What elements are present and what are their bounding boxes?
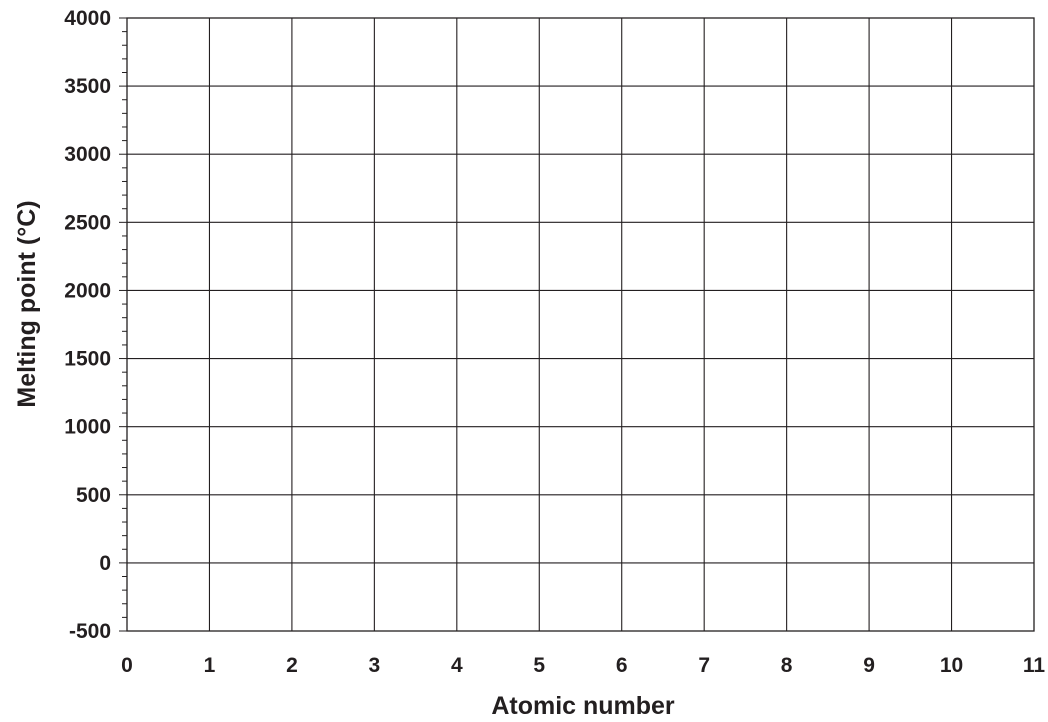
x-axis-title: Atomic number (491, 692, 675, 720)
y-tick-label: 0 (99, 552, 111, 575)
x-tick-label: 8 (781, 654, 793, 677)
x-tick-label: 6 (616, 654, 628, 677)
grid (127, 18, 1034, 631)
x-tick-label: 2 (286, 654, 298, 677)
x-tick-label: 11 (1023, 654, 1046, 677)
x-tick-label: 3 (369, 654, 381, 677)
y-tick-label: 2000 (64, 279, 111, 302)
y-minor-ticks (119, 17, 127, 632)
y-tick-label: -500 (69, 620, 111, 643)
x-tick-label: 7 (698, 654, 710, 677)
plot-area-frame (126, 17, 1035, 632)
x-tick-label: 9 (863, 654, 875, 677)
y-tick-label: 1500 (64, 348, 111, 371)
x-tick-label: 1 (204, 654, 216, 677)
y-tick-label: 2500 (64, 211, 111, 234)
x-tick-label: 0 (121, 654, 133, 677)
y-tick-label: 3500 (64, 75, 111, 98)
y-axis-title: Melting point (°C) (13, 200, 41, 407)
y-tick-label: 1000 (64, 416, 111, 439)
x-tick-label: 10 (940, 654, 963, 677)
y-axis-tick-labels: -500 0 500 1000 1500 2000 2500 3000 3500 4000 (64, 7, 111, 643)
x-axis-tick-labels: 0 1 2 3 4 5 6 7 8 9 10 11 (121, 654, 1045, 677)
y-tick-label: 3000 (64, 143, 111, 166)
y-tick-label: 500 (76, 484, 111, 507)
x-tick-label: 5 (533, 654, 545, 677)
y-tick-label: 4000 (64, 7, 111, 30)
x-tick-label: 4 (451, 654, 463, 677)
